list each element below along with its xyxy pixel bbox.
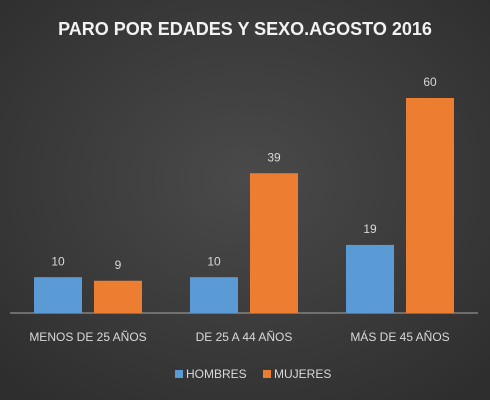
bar: [94, 280, 142, 313]
bar: [346, 244, 394, 313]
bar: [190, 277, 238, 313]
data-label: 60: [423, 75, 437, 89]
data-label: 9: [115, 258, 122, 272]
data-label: 39: [267, 150, 281, 164]
data-label: 10: [207, 254, 221, 268]
legend-label: MUJERES: [274, 367, 331, 381]
data-label: 19: [363, 222, 377, 236]
data-label: 10: [51, 254, 65, 268]
legend-swatch: [175, 370, 183, 378]
legend-swatch: [263, 370, 271, 378]
x-tick-label: DE 25 A 44 AÑOS: [196, 330, 293, 344]
bar: [34, 277, 82, 313]
x-tick-label: MENOS DE 25 AÑOS: [29, 330, 146, 344]
chart-title: PARO POR EDADES Y SEXO.AGOSTO 2016: [58, 19, 432, 39]
legend-label: HOMBRES: [186, 367, 247, 381]
bar: [406, 98, 454, 313]
x-tick-label: MÁS DE 45 AÑOS: [350, 329, 449, 344]
bar: [250, 173, 298, 313]
